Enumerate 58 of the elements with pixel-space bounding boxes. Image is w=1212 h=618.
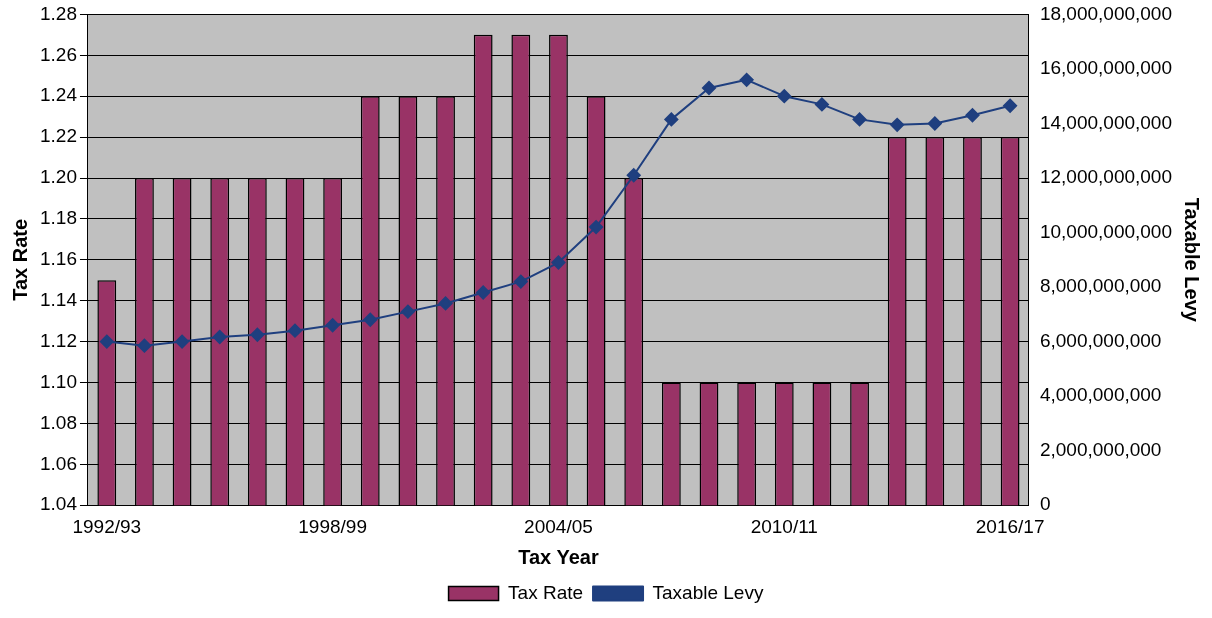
point <box>212 329 227 344</box>
legend-label: Tax Rate <box>508 581 584 603</box>
y2-tick-label: 8,000,000,000 <box>1039 275 1162 297</box>
y-tick-label: 1.04 <box>40 493 78 515</box>
point <box>1003 98 1018 113</box>
point <box>325 318 340 333</box>
point <box>513 274 528 289</box>
y2-tick-label: 6,000,000,000 <box>1039 329 1162 351</box>
y2-tick-label: 2,000,000,000 <box>1039 438 1162 460</box>
y2-tick-label: 18,000,000,000 <box>1039 2 1173 24</box>
y-tick-label: 1.08 <box>40 411 77 433</box>
point <box>551 255 566 270</box>
y-tick-label: 1.22 <box>40 125 77 147</box>
point <box>476 285 491 300</box>
point <box>438 296 453 311</box>
point <box>175 334 190 349</box>
y2-tick-label: 12,000,000,000 <box>1039 166 1173 188</box>
x-axis-title: Tax Year <box>518 545 599 568</box>
point <box>664 112 679 127</box>
y-tick-label: 1.14 <box>40 288 78 310</box>
point <box>739 72 754 87</box>
y-tick-label: 1.28 <box>40 2 77 24</box>
y-tick-label: 1.18 <box>40 207 77 229</box>
y2-tick-label: 10,000,000,000 <box>1039 220 1173 242</box>
y-tick-label: 1.12 <box>40 329 77 351</box>
y2-tick-label: 16,000,000,000 <box>1039 57 1173 79</box>
legend-label: Taxable Levy <box>652 581 764 603</box>
y2-tick-label: 0 <box>1039 493 1051 515</box>
y-tick-label: 1.26 <box>40 43 77 65</box>
x-tick-label: 2016/17 <box>975 515 1045 537</box>
y-axis-title: Tax Rate <box>8 218 31 301</box>
point <box>890 117 905 132</box>
point <box>589 220 604 235</box>
point <box>814 97 829 112</box>
y-tick-label: 1.06 <box>40 452 77 474</box>
x-tick-label: 1998/99 <box>298 515 367 537</box>
point <box>777 89 792 104</box>
y2-tick-label: 14,000,000,000 <box>1039 111 1173 133</box>
y-tick-label: 1.24 <box>40 84 78 106</box>
point <box>250 327 265 342</box>
point <box>400 304 415 319</box>
point <box>287 323 302 338</box>
point <box>137 338 152 353</box>
point <box>852 112 867 127</box>
point <box>965 108 980 123</box>
x-tick-label: 2010/11 <box>750 515 818 537</box>
point <box>99 334 114 349</box>
point <box>626 168 641 183</box>
y-tick-label: 1.10 <box>40 370 77 392</box>
point <box>927 116 942 131</box>
y2-tick-label: 4,000,000,000 <box>1039 384 1162 406</box>
x-tick-label: 2004/05 <box>524 515 593 537</box>
y2-axis-title: Taxable Levy <box>1181 197 1204 323</box>
y-tick-label: 1.16 <box>40 248 77 270</box>
point <box>702 81 717 96</box>
y-tick-label: 1.20 <box>40 166 77 188</box>
x-tick-label: 1992/93 <box>72 515 142 537</box>
point <box>363 312 378 327</box>
